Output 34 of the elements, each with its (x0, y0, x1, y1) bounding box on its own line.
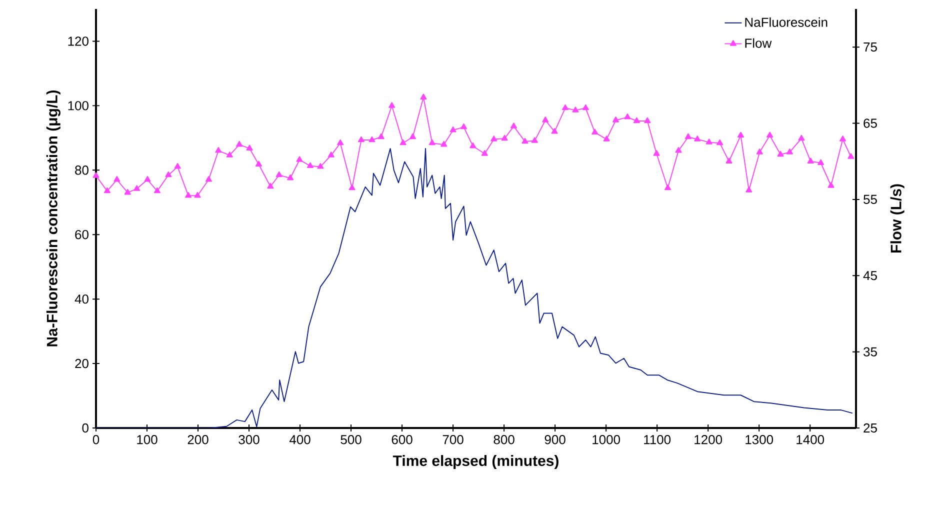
x-tick-label: 1200 (694, 435, 722, 444)
y-tick-label: 120 (68, 36, 88, 46)
legend-label: NaFluorescein (745, 17, 828, 27)
x-tick-label: 0 (92, 435, 100, 444)
y2-tick-label: 75 (864, 42, 877, 52)
y2-tick-label: 55 (864, 194, 877, 204)
y-tick-label: 80 (75, 166, 88, 175)
x-tick-label: 800 (494, 435, 514, 444)
x-tick-label: 300 (238, 435, 260, 444)
x-tick-label: 100 (137, 435, 158, 444)
x-tick-label: 200 (188, 435, 208, 444)
y2-tick-label: 25 (864, 423, 877, 433)
y-tick-label: 20 (75, 358, 88, 368)
y-tick-label: 100 (68, 101, 88, 110)
x-tick-label: 500 (340, 435, 362, 444)
y-tick-label: 40 (74, 294, 88, 304)
x-axis-title: Time elapsed (minutes) (392, 455, 558, 470)
y-tick-label: 60 (75, 230, 88, 240)
x-tick-label: 900 (544, 435, 566, 444)
x-tick-label: 400 (289, 435, 310, 444)
x-tick-label: 600 (392, 435, 412, 444)
x-tick-label: 1400 (796, 435, 824, 444)
legend-label: Flow (745, 38, 772, 48)
y2-axis-title: Flow (L/s) (890, 184, 904, 252)
y-tick-label: 0 (82, 423, 88, 433)
y2-tick-label: 65 (864, 118, 877, 128)
y2-tick-label: 35 (864, 347, 877, 356)
line-series (96, 148, 853, 428)
y-axis-title: Na-Fluorescein concentration (μg/L) (46, 90, 60, 346)
x-tick-label: 700 (442, 435, 464, 444)
y2-tick-label: 45 (863, 271, 877, 280)
x-tick-label: 1000 (592, 435, 620, 444)
x-tick-label: 1300 (746, 435, 774, 444)
x-tick-label: 1100 (644, 435, 671, 444)
